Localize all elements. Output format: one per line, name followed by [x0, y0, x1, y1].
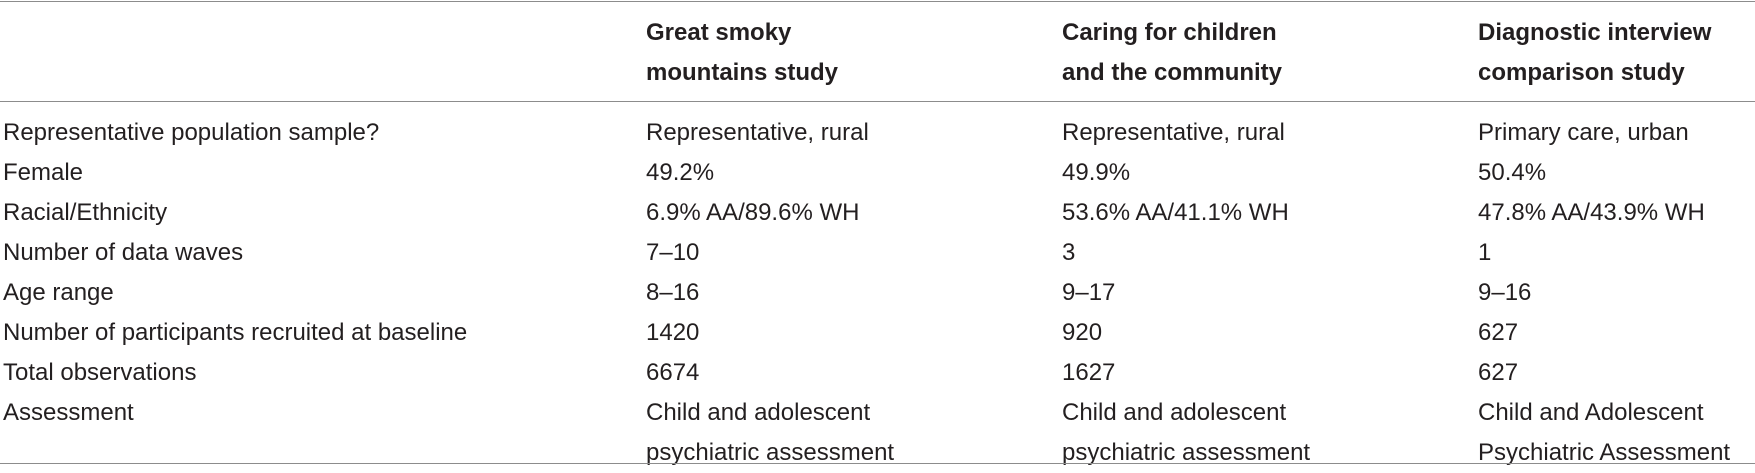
- table-cell: 1: [1478, 239, 1492, 266]
- column-header-caring-for-children: Caring for children and the community: [1062, 19, 1283, 86]
- column-header-great-smoky-mountains: Great smoky mountains study: [646, 19, 839, 86]
- table-cell: 920: [1062, 319, 1103, 346]
- table-cell: 49.9%: [1062, 159, 1131, 186]
- table-row: Representative population sample? Repres…: [0, 113, 1755, 153]
- table-cell: 3: [1062, 239, 1076, 266]
- table-cell: 6.9% AA/89.6% WH: [646, 199, 860, 226]
- table-header-rule: [0, 101, 1755, 102]
- table-row: Number of data waves 7–10 3 1: [0, 233, 1755, 273]
- table-cell: 1420: [646, 319, 700, 346]
- table-cell: 9–17: [1062, 279, 1116, 306]
- row-label: Representative population sample?: [3, 119, 380, 146]
- row-label: Female: [3, 159, 84, 186]
- table-row: Female 49.2% 49.9% 50.4%: [0, 153, 1755, 193]
- table-cell: Child and Adolescent Psychiatric Assessm…: [1478, 399, 1731, 466]
- table-cell: Primary care, urban: [1478, 119, 1689, 146]
- table-cell: Child and adolescent psychiatric assessm…: [646, 399, 895, 466]
- table-cell: 627: [1478, 319, 1519, 346]
- row-label: Racial/Ethnicity: [3, 199, 168, 226]
- row-label: Total observations: [3, 359, 197, 386]
- table-row: Assessment Child and adolescent psychiat…: [0, 393, 1755, 473]
- row-label: Age range: [3, 279, 114, 306]
- table-cell: 47.8% AA/43.9% WH: [1478, 199, 1705, 226]
- table-cell: 50.4%: [1478, 159, 1547, 186]
- table-cell: 49.2%: [646, 159, 715, 186]
- table-cell: Child and adolescent psychiatric assessm…: [1062, 399, 1311, 466]
- table-row: Total observations 6674 1627 627: [0, 353, 1755, 393]
- table-cell: 53.6% AA/41.1% WH: [1062, 199, 1289, 226]
- table-cell: 7–10: [646, 239, 700, 266]
- table-cell: 1627: [1062, 359, 1116, 386]
- table-row: Age range 8–16 9–17 9–16: [0, 273, 1755, 313]
- row-label: Number of participants recruited at base…: [3, 319, 468, 346]
- table-cell: Representative, rural: [1062, 119, 1285, 146]
- table-top-rule: [0, 1, 1755, 2]
- table-cell: 627: [1478, 359, 1519, 386]
- table-cell: Representative, rural: [646, 119, 869, 146]
- table-bottom-rule: [0, 463, 1755, 464]
- table-cell: 8–16: [646, 279, 700, 306]
- table-cell: 6674: [646, 359, 700, 386]
- table-cell: 9–16: [1478, 279, 1532, 306]
- row-label: Assessment: [3, 399, 134, 426]
- column-header-diagnostic-interview: Diagnostic interview comparison study: [1478, 19, 1712, 86]
- table-row: Number of participants recruited at base…: [0, 313, 1755, 353]
- row-label: Number of data waves: [3, 239, 244, 266]
- table-row: Racial/Ethnicity 6.9% AA/89.6% WH 53.6% …: [0, 193, 1755, 233]
